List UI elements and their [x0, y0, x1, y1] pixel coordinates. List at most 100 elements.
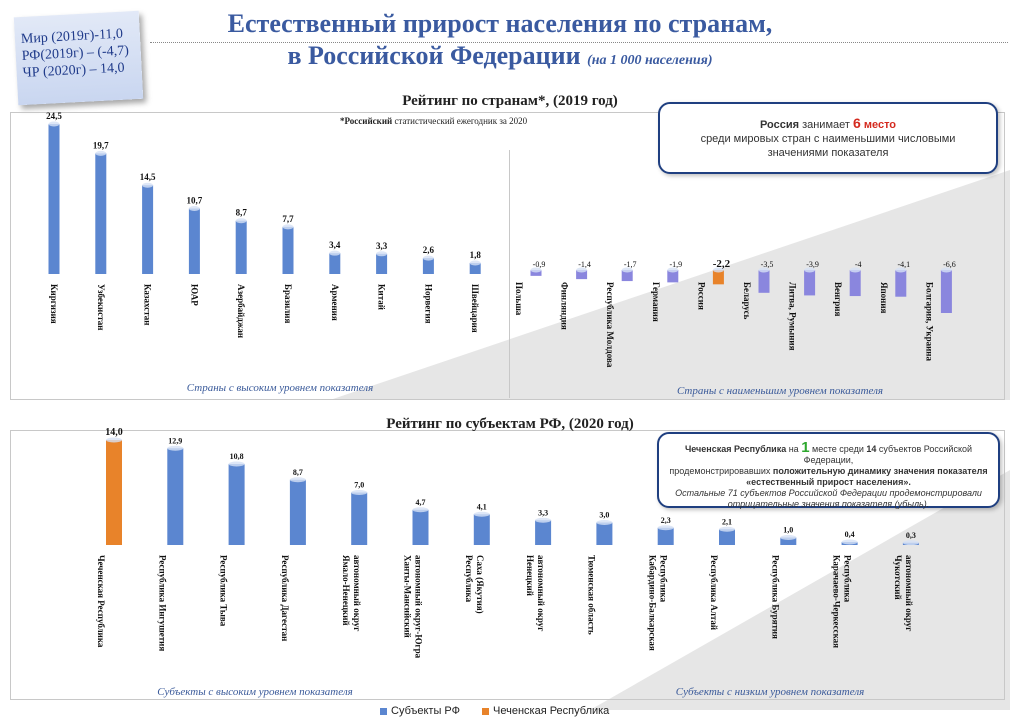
bar-ханты-мансийский-автономный-округ-югра — [412, 509, 429, 545]
category-label-республика-тыва: Республика Тыва — [219, 555, 229, 627]
category-label-япония: Япония — [879, 282, 889, 314]
value-label-ямало-ненецкий-автономный-округ: 7,0 — [354, 481, 364, 490]
title-line-2-main: в Российской Федерации — [287, 41, 581, 70]
bar-польша-cap — [530, 267, 542, 273]
russia-name: Россия — [759, 119, 800, 131]
bar-казахстан-cap — [142, 182, 154, 188]
category-label-венгрия: Венгрия — [833, 282, 843, 316]
value-label-киргизия: 24,5 — [46, 111, 62, 121]
caption-low-regions: Субъекты с низким уровнем показателя — [675, 686, 865, 698]
bar-бразилия-cap — [282, 224, 294, 230]
chechnya-rank-post: субъектов Российской Федерации, — [803, 444, 973, 465]
value-label-ненецкий-автономный-округ: 3,3 — [538, 508, 548, 517]
bar-чукотский-автономный-округ-cap — [902, 540, 919, 546]
value-label-республика-тыва: 10,8 — [230, 452, 244, 461]
russia-rank-text: занимает — [799, 119, 853, 131]
caption-high-countries: Страны с высоким уровнем показателя — [186, 382, 374, 394]
value-label-германия: -1,9 — [669, 260, 682, 269]
value-label-финляндия: -1,4 — [578, 260, 591, 269]
category-label-республика-саха-якутия-1: Саха (Якутия) — [475, 555, 485, 614]
category-label-ямало-ненецкий-автономный-округ: Ямало-Ненецкий — [341, 555, 351, 626]
bar-республика-алтай — [719, 529, 735, 545]
category-label-казахстан: Казахстан — [143, 284, 153, 325]
bar-республика-молдова-cap — [621, 267, 633, 273]
bar-германия — [667, 270, 679, 283]
bar-болгария-украина — [940, 270, 952, 313]
russia-rank-line: Россия занимает 6 место — [670, 116, 986, 132]
bar-япония-cap — [895, 267, 907, 273]
title-line-1: Естественный прирост населения по страна… — [227, 9, 773, 38]
value-label-беларусь: -3,5 — [761, 260, 774, 269]
category-label-ненецкий-автономный-округ-1: автономный округ — [536, 555, 546, 631]
category-label-литва-румыния: Литва, Румыния — [788, 282, 798, 351]
bar-республика-молдова — [621, 270, 633, 282]
russia-rank-detail: среди мировых стран с наименьшими числов… — [700, 133, 956, 159]
chechnya-rank-others: Остальные 71 субъектов Российской Федера… — [675, 488, 982, 509]
chechnya-detail-a: продемонстрировавших — [669, 466, 773, 476]
countries-panel — [10, 112, 1005, 400]
bar-чеченская-республика-cap — [106, 437, 122, 443]
value-label-ханты-мансийский-автономный-округ-югра: 4,7 — [416, 498, 426, 507]
chechnya-rank-pre: на — [786, 444, 802, 454]
bar-республика-тыва — [228, 464, 245, 545]
legend-swatch-blue — [380, 707, 387, 715]
russia-rank-callout: Россия занимает 6 место среди мировых ст… — [658, 102, 998, 174]
category-label-беларусь: Беларусь — [742, 282, 752, 320]
category-label-китай: Китай — [377, 284, 387, 310]
bar-узбекистан — [95, 153, 107, 274]
bar-беларусь-cap — [758, 267, 770, 273]
bar-россия-cap — [712, 267, 724, 273]
value-label-швейцария: 1,8 — [470, 250, 482, 260]
countries-divider — [509, 150, 510, 398]
value-label-республика-алтай: 2,1 — [722, 517, 732, 526]
category-label-германия: Германия — [651, 282, 661, 322]
russia-rank-number: 6 — [852, 115, 861, 131]
category-label-узбекистан: Узбекистан — [96, 284, 106, 330]
value-label-карачаево-черкесская-республика: 0,4 — [845, 530, 855, 539]
category-label-бразилия: Бразилия — [283, 284, 293, 323]
title-divider — [150, 42, 1008, 43]
bar-россия — [712, 270, 724, 285]
chechnya-rank-mid: месте среди — [809, 444, 867, 454]
bar-германия-cap — [667, 267, 679, 273]
bar-швейцария-cap — [469, 260, 481, 266]
bar-литва-румыния — [804, 270, 816, 296]
value-label-республика-саха-якутия: 4,1 — [477, 502, 487, 511]
chechnya-rank-detail: продемонстрировавших положительную динам… — [667, 466, 990, 488]
bar-республика-алтай-cap — [719, 526, 735, 532]
bar-кабардино-балкарская-республика — [657, 527, 674, 545]
bar-республика-ингушетия-cap — [167, 445, 184, 451]
value-label-республика-дагестан: 8,7 — [293, 468, 303, 477]
chechnya-rank-callout: Чеченская Республика на 1 месте среди 14… — [657, 432, 1000, 509]
bar-норвегия-cap — [422, 255, 434, 261]
bar-болгария-украина-cap — [940, 267, 952, 273]
bar-литва-румыния-cap — [804, 267, 816, 273]
source-note-rest: статистический ежегодник за 2020 — [392, 116, 528, 126]
bar-азербайджан — [235, 220, 247, 274]
category-label-ямало-ненецкий-автономный-округ-1: автономный округ — [352, 555, 362, 631]
source-note: *Российский статистический ежегодник за … — [340, 116, 527, 126]
bar-ханты-мансийский-автономный-округ-югра-cap — [412, 507, 429, 513]
category-label-ненецкий-автономный-округ: Ненецкий — [525, 555, 535, 596]
value-label-бразилия: 7,7 — [282, 214, 294, 224]
bar-финляндия — [576, 270, 588, 280]
value-label-польша: -0,9 — [533, 260, 546, 269]
bar-ненецкий-автономный-округ — [535, 520, 552, 545]
value-label-россия: -2,2 — [713, 258, 731, 270]
category-label-ханты-мансийский-автономный-округ-югра: Ханты-Мансийский — [403, 555, 413, 638]
bar-венгрия-cap — [849, 267, 861, 273]
bar-беларусь — [758, 270, 770, 293]
value-label-республика-бурятия: 1,0 — [783, 526, 793, 535]
category-label-чукотский-автономный-округ: Чукотский — [893, 555, 903, 600]
category-label-республика-алтай: Республика Алтай — [709, 555, 719, 630]
bar-республика-саха-якутия — [473, 514, 490, 545]
bar-республика-ингушетия — [167, 448, 184, 545]
value-label-кабардино-балкарская-республика: 2,3 — [661, 516, 671, 525]
category-label-швейцария: Швейцария — [470, 284, 480, 333]
category-label-азербайджан: Азербайджан — [236, 284, 246, 338]
chechnya-detail-b: положительную динамику значения показате… — [746, 466, 988, 487]
chechnya-subject-count: 14 — [866, 444, 877, 454]
value-label-чукотский-автономный-округ: 0,3 — [906, 531, 916, 540]
regions-panel — [10, 430, 1005, 700]
bar-япония — [895, 270, 907, 297]
